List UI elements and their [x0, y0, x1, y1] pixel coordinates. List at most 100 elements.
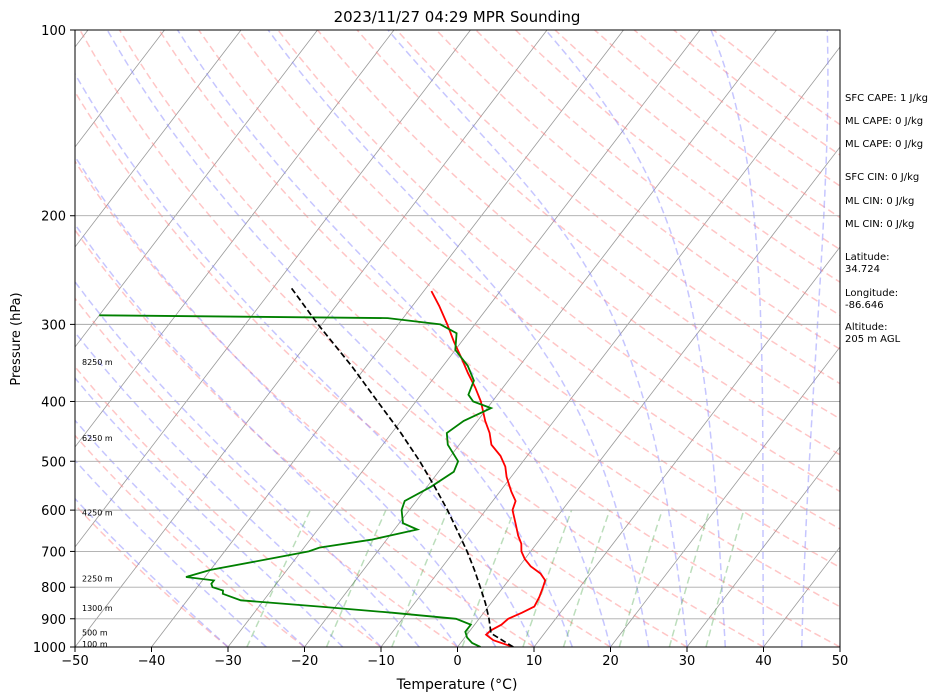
isotherm-line [304, 30, 777, 647]
dry-adiabat-line [75, 228, 535, 647]
isotherm-line [686, 446, 840, 647]
longitude-label: Longitude: [845, 288, 899, 299]
x-tick-label: −50 [61, 654, 88, 669]
latitude-value: 34.724 [845, 264, 880, 275]
dewpoint-profile [99, 314, 494, 647]
ml-cin-label: ML CIN: 0 J/kg [845, 196, 915, 207]
dry-adiabat-line [75, 160, 611, 647]
dry-adiabat-line [396, 30, 840, 385]
dry-adiabat-line [514, 30, 840, 284]
mixing-ratio-line [705, 509, 745, 647]
isotherm-line [227, 30, 701, 647]
dry-adiabat-line [198, 30, 840, 569]
background-reference-lines [75, 30, 840, 647]
y-tick-label: 1000 [33, 641, 66, 656]
chart-title: 2023/11/27 04:29 MPR Sounding [334, 8, 581, 26]
pressure-grid [75, 29, 840, 648]
sfc-cin-label: SFC CIN: 0 J/kg [845, 172, 920, 183]
y-tick-label: 300 [41, 318, 66, 333]
x-tick-label: 20 [602, 654, 619, 669]
mixing-ratio-line [668, 509, 711, 647]
dry-adiabat-line [435, 30, 840, 351]
altitude-label: Altitude: [845, 322, 888, 333]
isotherm-line [610, 346, 840, 647]
ml-cape-label: ML CAPE: 0 J/kg [845, 116, 924, 127]
x-tick-label: 30 [679, 654, 696, 669]
moist-adiabat-line [75, 459, 267, 647]
y-tick-label: 200 [41, 210, 66, 225]
isotherm-line [75, 30, 318, 348]
moist-adiabat-line [75, 223, 459, 647]
dry-adiabat-line [75, 297, 458, 647]
dry-adiabat-line [158, 30, 840, 608]
y-axis-label: Pressure (hPa) [9, 292, 24, 385]
x-tick-label: −10 [367, 654, 394, 669]
mixing-ratio-line [522, 509, 573, 647]
dry-adiabat-line [75, 365, 382, 647]
moist-adiabat-line [75, 72, 535, 647]
moist-adiabat-line [801, 30, 829, 647]
y-tick-label: 600 [41, 504, 66, 519]
isotherm-line [75, 30, 395, 448]
dry-adiabat-line [75, 90, 688, 647]
isotherm-line [75, 30, 548, 647]
x-tick-label: −30 [214, 654, 241, 669]
height-label: 100 m [82, 640, 108, 649]
longitude-value: -86.646 [845, 300, 884, 311]
mixing-ratio-line [562, 509, 611, 647]
dry-adiabat-line [75, 503, 229, 647]
parcel-profile [289, 285, 514, 647]
y-axis-ticks: 100 200 300 400 500 600 700 800 900 1000 [33, 24, 75, 656]
x-axis-ticks: −50 −40 −30 −20 −10 0 10 20 30 40 50 [61, 647, 848, 669]
dry-adiabat-line [277, 30, 840, 493]
x-tick-label: 10 [526, 654, 543, 669]
height-label: 8250 m [82, 358, 113, 367]
moist-adiabat-line [387, 30, 688, 647]
moist-adiabat-line [75, 280, 420, 647]
dry-adiabat-line [237, 30, 840, 530]
y-tick-label: 700 [41, 545, 66, 560]
isotherm-line [380, 46, 840, 647]
moist-adiabat-line [545, 30, 727, 647]
x-tick-label: 40 [755, 654, 772, 669]
ml-cin-label-2: ML CIN: 0 J/kg [845, 219, 915, 230]
height-label: 500 m [82, 628, 108, 637]
y-tick-label: 500 [41, 455, 66, 470]
sounding-profiles [99, 285, 547, 647]
x-tick-label: −40 [138, 654, 165, 669]
y-tick-label: 900 [41, 613, 66, 628]
mixing-ratio-line [391, 509, 449, 647]
dry-adiabat-line [316, 30, 840, 456]
dry-adiabat-line [356, 30, 840, 420]
moist-adiabat-line [75, 376, 344, 647]
sfc-cape-label: SFC CAPE: 1 J/kg [845, 93, 928, 104]
isotherm-line [457, 146, 840, 647]
temperature-profile [430, 290, 547, 647]
height-label: 6250 m [82, 434, 113, 443]
dry-adiabat-line [475, 30, 840, 317]
mixing-ratio-line [461, 509, 515, 647]
moist-adiabat-line [75, 155, 497, 647]
y-tick-label: 400 [41, 395, 66, 410]
mixing-ratio-line [618, 509, 664, 647]
dry-adiabat-line [118, 30, 840, 647]
ml-cape-label-2: ML CAPE: 0 J/kg [845, 139, 924, 150]
height-label: 1300 m [82, 604, 113, 613]
x-axis-label: Temperature (°C) [396, 677, 518, 693]
isotherm-line [75, 30, 471, 548]
isotherm-line [533, 246, 840, 647]
dry-adiabat-line [75, 434, 305, 647]
moist-adiabat-line [75, 331, 382, 647]
height-label: 2250 m [82, 575, 113, 584]
moist-adiabat-line [106, 30, 574, 647]
moist-adiabat-line [176, 30, 612, 647]
height-labels: 100 m 500 m 1300 m 2250 m 4250 m 6250 m 8250 m [82, 358, 113, 649]
isotherm-line [75, 30, 242, 248]
plot-frame [74, 29, 841, 648]
latitude-label: Latitude: [845, 252, 890, 263]
isotherm-line [151, 30, 624, 647]
x-tick-label: −20 [291, 654, 318, 669]
height-label: 4250 m [82, 508, 113, 517]
isotherm-line [75, 30, 165, 148]
